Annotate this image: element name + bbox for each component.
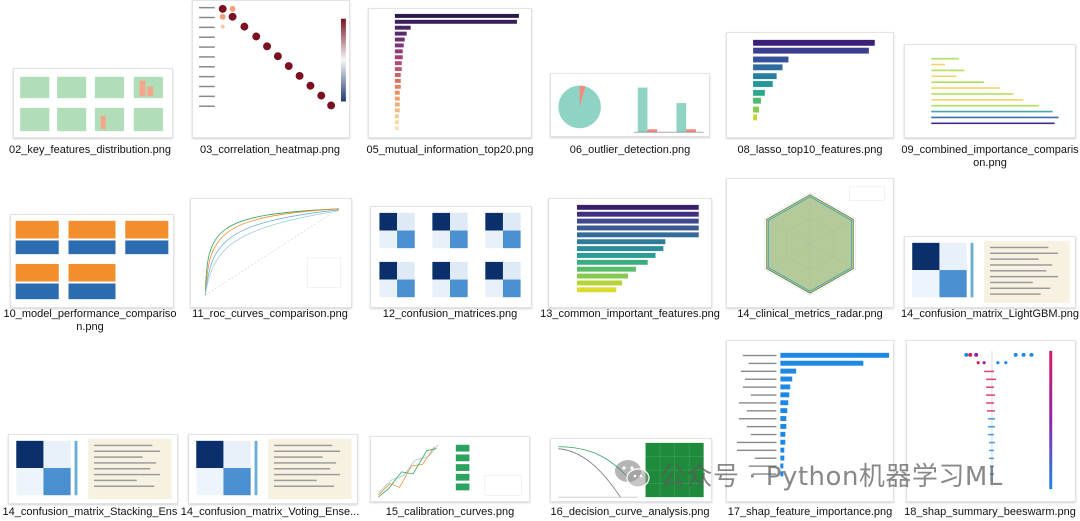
confusion-report-thumbnail — [8, 434, 178, 504]
file-item-05[interactable]: 05_mutual_information_top20.png — [360, 0, 540, 170]
shap-bar-thumbnail — [726, 340, 894, 502]
file-item-13[interactable]: 13_common_important_features.png — [540, 170, 720, 340]
file-item-14-radar[interactable]: 14_clinical_metrics_radar.png — [720, 170, 900, 340]
file-name: 12_confusion_matrices.png — [382, 308, 518, 320]
bar-chart-thumbnail — [726, 32, 894, 138]
file-item-11[interactable]: 11_roc_curves_comparison.png — [180, 170, 360, 340]
file-name: 14_confusion_matrix_Stacking_Ense... — [2, 506, 178, 521]
confusion-report-thumbnail — [188, 434, 358, 504]
file-name: 10_model_performance_comparison.png — [3, 308, 177, 333]
file-name: 14_clinical_metrics_radar.png — [737, 308, 883, 320]
grouped-bar-thumbnail — [904, 44, 1076, 138]
file-name: 18_shap_summary_beeswarm.png — [904, 506, 1076, 518]
radar-chart-thumbnail — [726, 178, 894, 308]
file-name: 08_lasso_top10_features.png — [737, 144, 883, 156]
bar-grid-thumbnail — [10, 214, 174, 308]
file-item-14-lightgbm[interactable]: 14_confusion_matrix_LightGBM.png — [900, 170, 1080, 340]
correlation-heatmap-thumbnail — [192, 0, 350, 138]
histogram-grid-thumbnail — [13, 68, 173, 138]
file-item-09[interactable]: 09_combined_importance_comparison.png — [900, 0, 1080, 170]
file-name: 03_correlation_heatmap.png — [199, 144, 341, 156]
file-name: 14_confusion_matrix_Voting_Ense... — [180, 506, 360, 518]
file-item-18[interactable]: 18_shap_summary_beeswarm.png — [900, 340, 1080, 521]
file-name: 09_combined_importance_comparison.png — [901, 144, 1079, 169]
file-item-14-voting[interactable]: 14_confusion_matrix_Voting_Ense... — [180, 340, 360, 521]
confusion-report-thumbnail — [904, 236, 1076, 308]
pie-bar-thumbnail — [550, 73, 710, 137]
file-name: 05_mutual_information_top20.png — [366, 144, 534, 156]
file-item-10[interactable]: 10_model_performance_comparison.png — [0, 170, 180, 340]
file-item-03[interactable]: 03_correlation_heatmap.png — [180, 0, 360, 170]
file-name: 17_shap_feature_importance.png — [727, 506, 893, 518]
file-name: 15_calibration_curves.png — [385, 506, 515, 518]
file-item-08[interactable]: 08_lasso_top10_features.png — [720, 0, 900, 170]
file-name: 14_confusion_matrix_LightGBM.png — [901, 308, 1079, 320]
file-item-14-stacking[interactable]: 14_confusion_matrix_Stacking_Ense... — [0, 340, 180, 521]
decision-curve-thumbnail — [550, 438, 712, 502]
file-item-12[interactable]: 12_confusion_matrices.png — [360, 170, 540, 340]
file-item-15[interactable]: 15_calibration_curves.png — [360, 340, 540, 521]
file-item-06[interactable]: 06_outlier_detection.png — [540, 0, 720, 170]
file-item-17[interactable]: 17_shap_feature_importance.png — [720, 340, 900, 521]
file-name: 11_roc_curves_comparison.png — [192, 308, 348, 320]
confusion-grid-thumbnail — [370, 206, 532, 308]
beeswarm-thumbnail — [906, 340, 1076, 502]
file-item-02[interactable]: 02_key_features_distribution.png — [0, 0, 180, 170]
file-item-16[interactable]: 16_decision_curve_analysis.png — [540, 340, 720, 521]
calibration-curve-thumbnail — [370, 436, 530, 502]
file-name: 06_outlier_detection.png — [569, 144, 691, 156]
bar-chart-thumbnail — [368, 8, 532, 138]
file-name: 02_key_features_distribution.png — [8, 144, 172, 156]
file-name: 13_common_important_features.png — [540, 308, 720, 320]
roc-curve-thumbnail — [190, 198, 352, 308]
bar-chart-thumbnail — [548, 198, 712, 308]
file-name: 16_decision_curve_analysis.png — [550, 506, 710, 518]
